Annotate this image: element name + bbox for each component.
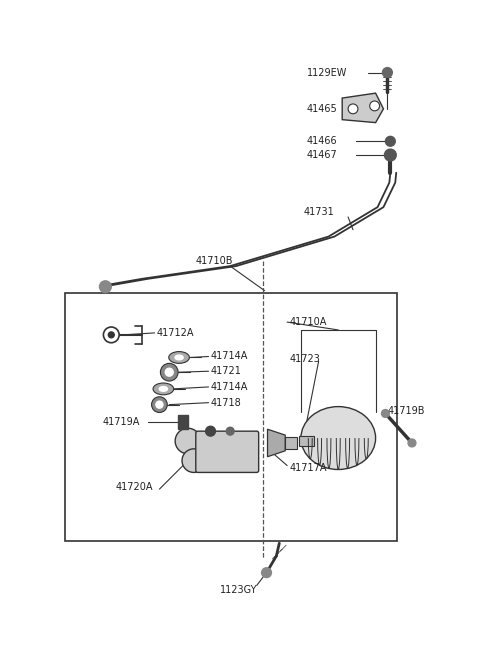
FancyBboxPatch shape (196, 431, 259, 472)
Text: 41467: 41467 (307, 150, 337, 160)
Circle shape (160, 364, 178, 381)
Text: 41720A: 41720A (115, 482, 153, 492)
Circle shape (384, 149, 396, 161)
Circle shape (156, 401, 163, 408)
Circle shape (370, 101, 380, 111)
Ellipse shape (153, 383, 174, 395)
Circle shape (152, 397, 168, 413)
Text: 41731: 41731 (304, 207, 335, 217)
Polygon shape (267, 429, 285, 457)
Circle shape (108, 332, 114, 338)
Text: 41719B: 41719B (387, 405, 425, 415)
Text: 41719A: 41719A (102, 417, 140, 427)
Text: 41723: 41723 (289, 354, 320, 364)
Circle shape (383, 67, 392, 77)
Text: 1123GY: 1123GY (220, 586, 258, 595)
Circle shape (382, 409, 389, 417)
Circle shape (165, 368, 173, 376)
Ellipse shape (159, 386, 168, 391)
Bar (285, 437, 297, 449)
Text: 41710B: 41710B (196, 256, 233, 266)
Circle shape (182, 449, 205, 472)
Text: 41714A: 41714A (211, 382, 248, 392)
Bar (178, 415, 188, 429)
Bar (65, 293, 397, 541)
Circle shape (226, 427, 234, 435)
Text: 41710A: 41710A (289, 317, 326, 327)
Circle shape (205, 426, 216, 436)
Circle shape (408, 439, 416, 447)
Circle shape (262, 568, 272, 578)
Text: 1129EW: 1129EW (307, 67, 347, 77)
Circle shape (385, 136, 395, 146)
Text: 41714A: 41714A (211, 352, 248, 362)
Polygon shape (342, 93, 384, 122)
Circle shape (103, 327, 119, 343)
Text: 41466: 41466 (307, 136, 337, 146)
Circle shape (99, 281, 111, 293)
Ellipse shape (175, 355, 183, 360)
Text: 41718: 41718 (211, 398, 241, 407)
Circle shape (348, 104, 358, 114)
Ellipse shape (301, 407, 376, 470)
Ellipse shape (169, 352, 190, 364)
Text: 41712A: 41712A (156, 328, 194, 338)
Bar (299, 436, 314, 446)
Text: 41465: 41465 (307, 104, 337, 114)
Text: 41721: 41721 (211, 366, 241, 376)
Circle shape (175, 428, 201, 454)
Text: 41717A: 41717A (289, 462, 326, 472)
